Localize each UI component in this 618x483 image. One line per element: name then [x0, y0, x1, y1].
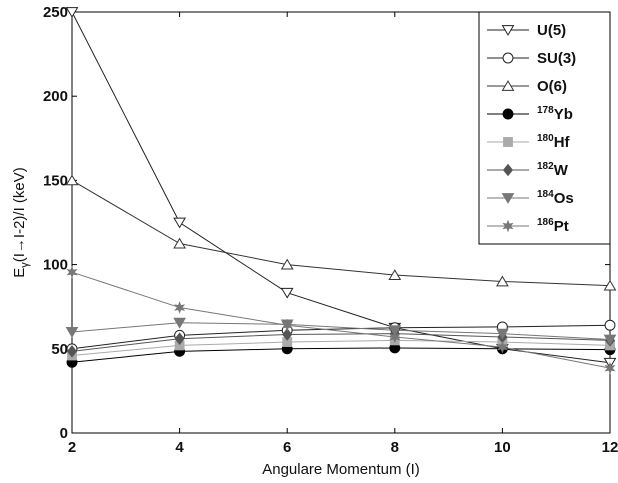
series-line: [71, 179, 611, 287]
series-line: [71, 347, 611, 363]
legend-marker: [502, 108, 514, 120]
data-point: [388, 325, 402, 337]
legend-item: O(6): [487, 78, 567, 95]
legend-marker: [501, 80, 515, 91]
x-tick-label: 4: [175, 439, 184, 456]
data-point: [604, 319, 616, 331]
legend-item: 184Os: [487, 189, 574, 207]
legend-label: 180Hf: [537, 133, 571, 151]
series-line: [71, 271, 611, 369]
legend-marker: [503, 137, 513, 147]
data-point: [173, 317, 186, 329]
legend-label: 184Os: [537, 189, 574, 207]
series-184os: [65, 317, 617, 346]
series-line: [71, 339, 611, 357]
legend-item: 186Pt: [487, 217, 569, 235]
data-point: [389, 330, 401, 344]
y-axis-title: Eγ(I→I-2)/I (keV): [11, 167, 31, 278]
data-point: [65, 174, 79, 186]
data-point: [496, 275, 509, 287]
legend-label: SU(3): [537, 50, 576, 67]
x-tick-label: 12: [602, 439, 618, 456]
data-point: [280, 258, 294, 270]
legend-marker: [502, 163, 514, 177]
legend-label: O(6): [537, 78, 567, 95]
legend-label: 186Pt: [537, 217, 569, 235]
legend-label: 182W: [537, 161, 569, 179]
legend-marker: [502, 219, 514, 233]
y-tick-label: 200: [43, 88, 68, 105]
legend-marker: [501, 25, 515, 36]
series-line: [71, 322, 611, 341]
data-point: [173, 237, 186, 249]
axis-ticks: 2 4 6 8 10 12 0 50 100 150 200 250: [43, 4, 618, 456]
data-point: [603, 279, 617, 291]
x-tick-label: 2: [68, 439, 76, 456]
series-layer: [65, 7, 617, 375]
data-point: [280, 287, 294, 299]
legend-item: 178Yb: [487, 105, 573, 123]
data-point: [66, 265, 78, 279]
legend-item: 180Hf: [487, 133, 571, 151]
y-tick-label: 50: [51, 341, 68, 358]
data-point: [174, 332, 185, 345]
data-point: [174, 301, 186, 314]
data-point: [173, 217, 186, 229]
legend-marker: [502, 52, 514, 64]
series-186pt: [66, 265, 616, 375]
series-o-6-: [65, 174, 617, 291]
data-point: [65, 7, 79, 18]
series-line: [71, 333, 611, 352]
data-point: [603, 334, 617, 346]
y-tick-label: 250: [43, 4, 68, 21]
data-point: [604, 361, 616, 375]
y-tick-label: 150: [43, 172, 68, 189]
series-178yb: [66, 342, 616, 368]
legend-item: SU(3): [487, 50, 576, 67]
series-line: [71, 324, 611, 350]
data-point: [66, 345, 78, 358]
x-tick-label: 10: [494, 439, 511, 456]
y-tick-label: 100: [43, 257, 68, 274]
legend: U(5) SU(3) O(6) 178Yb 180Hf 182W 184Os 186Pt: [478, 11, 611, 245]
data-point: [496, 340, 508, 354]
legend-item: U(5): [487, 22, 566, 39]
x-tick-label: 8: [391, 439, 399, 456]
legend-box: [478, 11, 611, 245]
legend-label: U(5): [537, 22, 566, 39]
data-point: [388, 269, 402, 280]
data-point: [496, 328, 509, 340]
x-tick-label: 6: [283, 439, 291, 456]
data-point: [281, 318, 293, 332]
legend-marker: [501, 193, 515, 204]
legend-item: 182W: [487, 161, 569, 179]
data-point: [65, 327, 79, 338]
x-axis-title: Angulare Momentum (I): [262, 461, 420, 478]
data-point: [282, 328, 293, 341]
y-tick-label: 0: [60, 425, 68, 442]
legend-label: 178Yb: [537, 105, 573, 123]
